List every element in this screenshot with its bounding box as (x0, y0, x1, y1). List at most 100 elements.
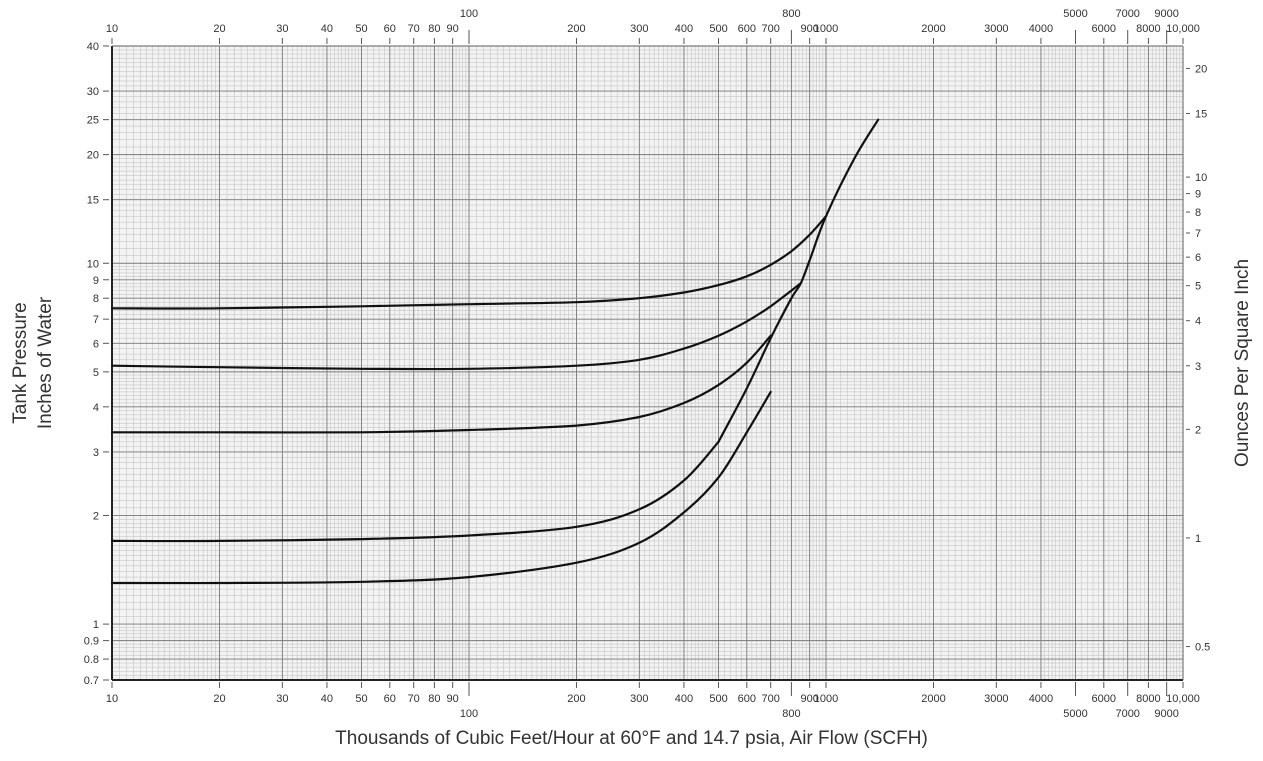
x-tick-label-bottom: 5000 (1063, 708, 1087, 720)
ticks (103, 30, 1190, 696)
y-axis-title-line-2: Inches of Water (35, 296, 56, 429)
x-tick-label-bottom: 100 (460, 708, 478, 720)
right-tick-label: 5 (1195, 281, 1201, 293)
right-tick-label: 4 (1195, 316, 1201, 328)
x-tick-label-bottom: 900 (800, 693, 818, 705)
x-tick-label-top: 20 (213, 23, 225, 35)
x-tick-label-top: 800 (782, 8, 800, 20)
x-tick-label-bottom: 3000 (984, 693, 1008, 705)
right-tick-label: 9 (1195, 189, 1201, 201)
x-tick-label-top: 1000 (814, 23, 838, 35)
y-tick-label: 1 (93, 619, 99, 631)
series-line-5 (110, 390, 772, 585)
x-tick-label-top: 200 (567, 23, 585, 35)
series-line-2 (110, 282, 802, 371)
right-tick-label: 20 (1195, 63, 1207, 75)
x-tick-label-bottom: 400 (675, 693, 693, 705)
x-tick-label-top: 10 (106, 23, 118, 35)
x-tick-label-bottom: 500 (709, 693, 727, 705)
x-tick-label-bottom: 7000 (1115, 708, 1139, 720)
x-tick-label-bottom: 10,000 (1166, 693, 1200, 705)
x-tick-label-top: 4000 (1029, 23, 1053, 35)
y-tick-label: 7 (93, 314, 99, 326)
y-tick-label: 4 (93, 402, 99, 414)
x-tick-label-top: 50 (355, 23, 367, 35)
x-tick-label-bottom: 2000 (921, 693, 945, 705)
x-tick-label-bottom: 1000 (814, 693, 838, 705)
right-tick-label: 3 (1195, 361, 1201, 373)
x-tick-label-top: 60 (384, 23, 396, 35)
x-tick-label-top: 7000 (1115, 8, 1139, 20)
y-tick-label: 3 (93, 447, 99, 459)
y-tick-label: 25 (87, 115, 99, 127)
x-tick-label-bottom: 300 (630, 693, 648, 705)
x-tick-label-top: 2000 (921, 23, 945, 35)
x-tick-label-top: 6000 (1092, 23, 1116, 35)
right-axis-title: Ounces Per Square Inch (1232, 259, 1253, 467)
y-axis-title-line-1: Tank Pressure (10, 302, 31, 423)
x-tick-label-top: 5000 (1063, 8, 1087, 20)
right-tick-label: 7 (1195, 228, 1201, 240)
x-tick-label-bottom: 8000 (1136, 693, 1160, 705)
x-tick-label-bottom: 10 (106, 693, 118, 705)
x-tick-label-top: 80 (428, 23, 440, 35)
y-tick-label: 2 (93, 510, 99, 522)
x-tick-label-top: 300 (630, 23, 648, 35)
x-tick-label-top: 600 (738, 23, 756, 35)
y-tick-label: 0.8 (84, 654, 99, 666)
x-tick-label-bottom: 4000 (1029, 693, 1053, 705)
x-tick-label-bottom: 600 (738, 693, 756, 705)
x-tick-label-top: 900 (800, 23, 818, 35)
y-tick-label: 5 (93, 367, 99, 379)
y-tick-label: 20 (87, 150, 99, 162)
x-tick-label-top: 40 (321, 23, 333, 35)
x-tick-label-bottom: 800 (782, 708, 800, 720)
axes (111, 45, 1184, 681)
right-tick-label: 10 (1195, 172, 1207, 184)
x-tick-label-top: 500 (709, 23, 727, 35)
series-group (110, 118, 880, 585)
x-tick-label-bottom: 40 (321, 693, 333, 705)
x-tick-label-top: 400 (675, 23, 693, 35)
x-tick-label-bottom: 700 (762, 693, 780, 705)
x-tick-label-top: 700 (762, 23, 780, 35)
x-tick-label-bottom: 6000 (1092, 693, 1116, 705)
y-tick-label: 30 (87, 86, 99, 98)
x-tick-label-top: 3000 (984, 23, 1008, 35)
x-axis-title: Thousands of Cubic Feet/Hour at 60°F and… (335, 728, 928, 749)
right-tick-label: 8 (1195, 207, 1201, 219)
series-line-3 (110, 334, 772, 434)
x-tick-label-top: 10,000 (1166, 23, 1200, 35)
x-tick-label-bottom: 80 (428, 693, 440, 705)
x-tick-label-top: 90 (447, 23, 459, 35)
x-tick-label-bottom: 50 (355, 693, 367, 705)
x-tick-label-top: 9000 (1154, 8, 1178, 20)
plot-area (112, 46, 1183, 680)
x-tick-label-bottom: 70 (408, 693, 420, 705)
x-tick-label-top: 30 (276, 23, 288, 35)
right-tick-label: 15 (1195, 109, 1207, 121)
y-tick-label: 15 (87, 195, 99, 207)
series-line-4 (110, 440, 720, 543)
right-tick-label: 6 (1195, 252, 1201, 264)
right-tick-label: 1 (1195, 533, 1201, 545)
x-tick-label-bottom: 90 (447, 693, 459, 705)
x-tick-label-bottom: 9000 (1154, 708, 1178, 720)
y-tick-label: 0.9 (84, 636, 99, 648)
x-tick-label-bottom: 60 (384, 693, 396, 705)
series-line-6 (717, 118, 880, 443)
x-tick-label-bottom: 200 (567, 693, 585, 705)
x-tick-label-bottom: 30 (276, 693, 288, 705)
y-tick-label: 40 (87, 41, 99, 53)
tick-labels: 1010202030304040505060607070808090901001… (84, 8, 1211, 720)
y-tick-label: 8 (93, 293, 99, 305)
y-tick-label: 9 (93, 275, 99, 287)
series-line-1 (110, 215, 828, 310)
right-tick-label: 2 (1195, 424, 1201, 436)
x-tick-label-top: 8000 (1136, 23, 1160, 35)
x-tick-label-top: 100 (460, 8, 478, 20)
y-tick-label: 6 (93, 338, 99, 350)
y-tick-label: 10 (87, 258, 99, 270)
x-tick-label-top: 70 (408, 23, 420, 35)
